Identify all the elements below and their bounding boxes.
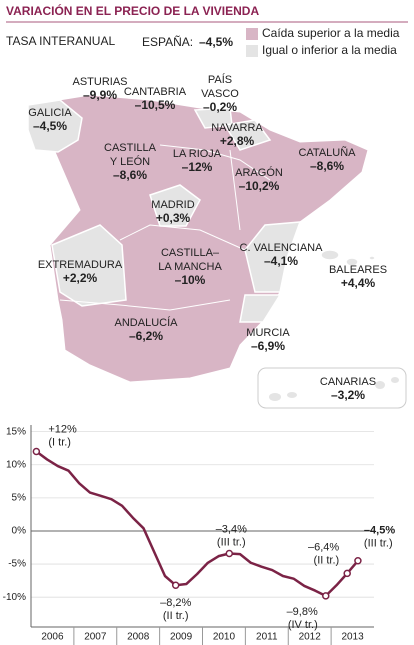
- region-value: –9,9%: [83, 88, 117, 102]
- period-label: (II tr.): [163, 610, 189, 622]
- region-name: NAVARRA: [211, 122, 263, 134]
- region-value: –0,2%: [203, 100, 237, 114]
- period-label: (III tr.): [217, 536, 246, 548]
- region-name: Y LEÓN: [110, 155, 150, 168]
- legend-label: Caída superior a la media: [262, 26, 400, 40]
- point-marker: [354, 557, 362, 565]
- region-value: –10,5%: [135, 98, 176, 112]
- y-tick-label: 0%: [12, 526, 27, 537]
- x-tick-label: 2010: [213, 632, 236, 643]
- data-line: [35, 450, 359, 598]
- region-value: –3,2%: [331, 388, 365, 402]
- value-label: –8,2%: [160, 597, 191, 609]
- point-marker: [343, 569, 351, 578]
- region-value: –6,9%: [251, 339, 285, 353]
- region-value: +0,3%: [156, 211, 191, 225]
- region-value: +4,4%: [341, 276, 376, 290]
- legend-label: Igual o inferior a la media: [262, 43, 397, 57]
- x-tick-label: 2006: [41, 632, 64, 643]
- region-name: GALICIA: [28, 107, 72, 119]
- region-name: CANTABRIA: [124, 86, 187, 98]
- region-name: MADRID: [151, 199, 194, 211]
- region-value: –6,2%: [129, 329, 163, 343]
- region-value: +2,2%: [63, 271, 98, 285]
- region-value: –10,2%: [239, 179, 280, 193]
- x-tick-label: 2007: [84, 632, 107, 643]
- map: [27, 94, 407, 409]
- region-name: CATALUÑA: [298, 146, 356, 159]
- period-label: (IV tr.): [288, 619, 318, 631]
- region-value: –4,5%: [33, 119, 67, 133]
- region-name: PAÍS: [208, 73, 232, 86]
- x-tick-label: 2011: [256, 632, 278, 643]
- region-name: CASTILLA–: [161, 247, 220, 259]
- y-tick-label: -10%: [3, 592, 26, 603]
- region-name: EXTREMADURA: [38, 259, 123, 271]
- region-name: MURCIA: [246, 327, 290, 339]
- region-value: –12%: [182, 160, 213, 174]
- y-tick-label: 5%: [12, 492, 27, 503]
- y-tick-label: -5%: [8, 559, 26, 570]
- title: VARIACIÓN EN EL PRECIO DE LA VIVIENDA: [6, 3, 259, 18]
- legend-swatch: [246, 45, 258, 57]
- national-value: –4,5%: [199, 35, 233, 49]
- region-name: CANARIAS: [320, 376, 376, 388]
- region-name: LA MANCHA: [158, 261, 222, 273]
- x-tick-label: 2013: [341, 632, 364, 643]
- period-label: (II tr.): [314, 554, 340, 566]
- point-marker: [225, 549, 234, 558]
- region-name: CASTILLA: [104, 142, 157, 154]
- x-tick-label: 2009: [170, 632, 193, 643]
- y-tick-label: 15%: [6, 426, 26, 437]
- y-tick-label: 10%: [6, 459, 26, 470]
- subtitle: TASA INTERANUAL: [6, 34, 115, 48]
- legend-swatch: [246, 28, 258, 40]
- x-tick-label: 2012: [299, 632, 322, 643]
- point-marker: [32, 447, 41, 456]
- region-name: BALEARES: [329, 264, 387, 276]
- value-label: –4,5%: [364, 525, 395, 537]
- region-name: C. VALENCIANA: [240, 242, 324, 254]
- region-value: –10%: [175, 273, 206, 287]
- value-label: –3,4%: [216, 523, 247, 535]
- region-name: ASTURIAS: [72, 76, 127, 88]
- value-label: –9,8%: [287, 606, 318, 618]
- period-label: (III tr.): [364, 538, 393, 550]
- region-name: ANDALUCÍA: [115, 316, 179, 329]
- region-name: VASCO: [201, 88, 239, 100]
- period-label: (I tr.): [48, 436, 71, 448]
- value-label: +12%: [48, 423, 77, 435]
- value-label: –6,4%: [308, 541, 339, 553]
- region-name: ARAGÓN: [235, 166, 283, 179]
- national-label: ESPAÑA:: [142, 35, 193, 49]
- region-value: +2,8%: [220, 134, 255, 148]
- point-marker: [322, 592, 330, 600]
- point-marker: [171, 581, 180, 590]
- region-value: –8,6%: [113, 168, 147, 182]
- region-value: –8,6%: [310, 159, 344, 173]
- x-tick-label: 2008: [127, 632, 150, 643]
- region-value: –4,1%: [264, 254, 298, 268]
- region-name: LA RIOJA: [173, 148, 222, 160]
